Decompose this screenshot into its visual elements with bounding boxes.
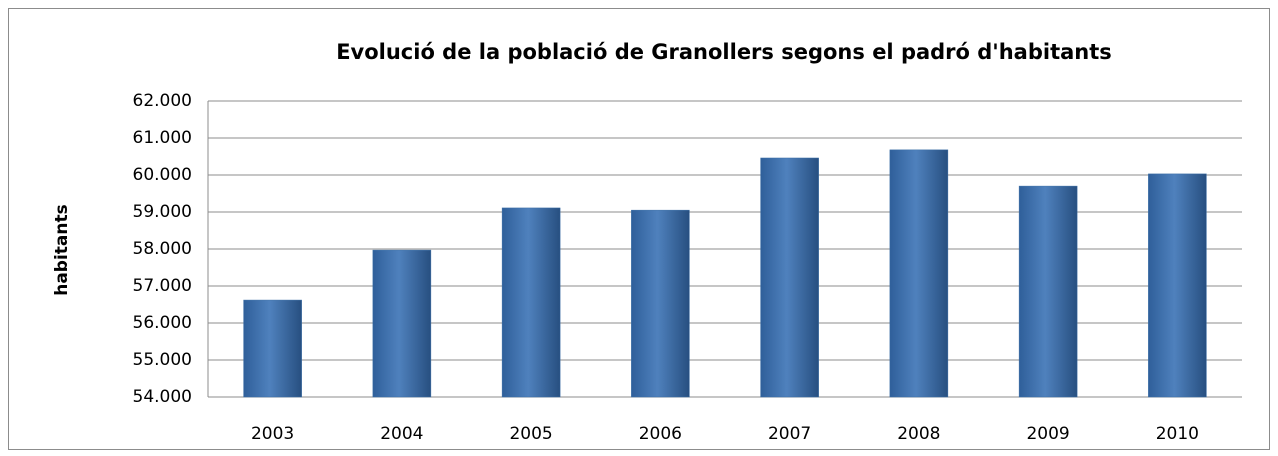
y-tick-label: 59.000 xyxy=(133,202,192,222)
x-tick-label: 2003 xyxy=(251,424,294,444)
x-tick-label: 2009 xyxy=(1026,424,1069,444)
y-tick-label: 62.000 xyxy=(133,91,192,111)
y-tick-label: 55.000 xyxy=(133,350,192,370)
bar xyxy=(1148,173,1207,398)
y-tick-label: 57.000 xyxy=(133,276,192,296)
y-axis-label: habitants xyxy=(52,204,72,296)
bar xyxy=(760,157,819,398)
x-tick-label: 2005 xyxy=(509,424,552,444)
x-tick-label: 2006 xyxy=(639,424,682,444)
bar xyxy=(1018,185,1078,398)
y-tick-label: 61.000 xyxy=(133,128,192,148)
y-tick-label: 54.000 xyxy=(133,387,192,407)
bar xyxy=(631,209,690,398)
bar xyxy=(243,299,302,398)
bar xyxy=(501,207,561,398)
y-tick-label: 58.000 xyxy=(133,239,192,259)
x-tick-label: 2008 xyxy=(897,424,940,444)
x-tick-label: 2007 xyxy=(768,424,811,444)
bar xyxy=(372,249,432,398)
x-tick-label: 2010 xyxy=(1156,424,1199,444)
y-tick-label: 60.000 xyxy=(133,165,192,185)
y-tick-label: 56.000 xyxy=(133,313,192,333)
bar xyxy=(889,149,949,398)
chart-title: Evolució de la població de Granollers se… xyxy=(336,40,1112,64)
x-tick-label: 2004 xyxy=(380,424,423,444)
